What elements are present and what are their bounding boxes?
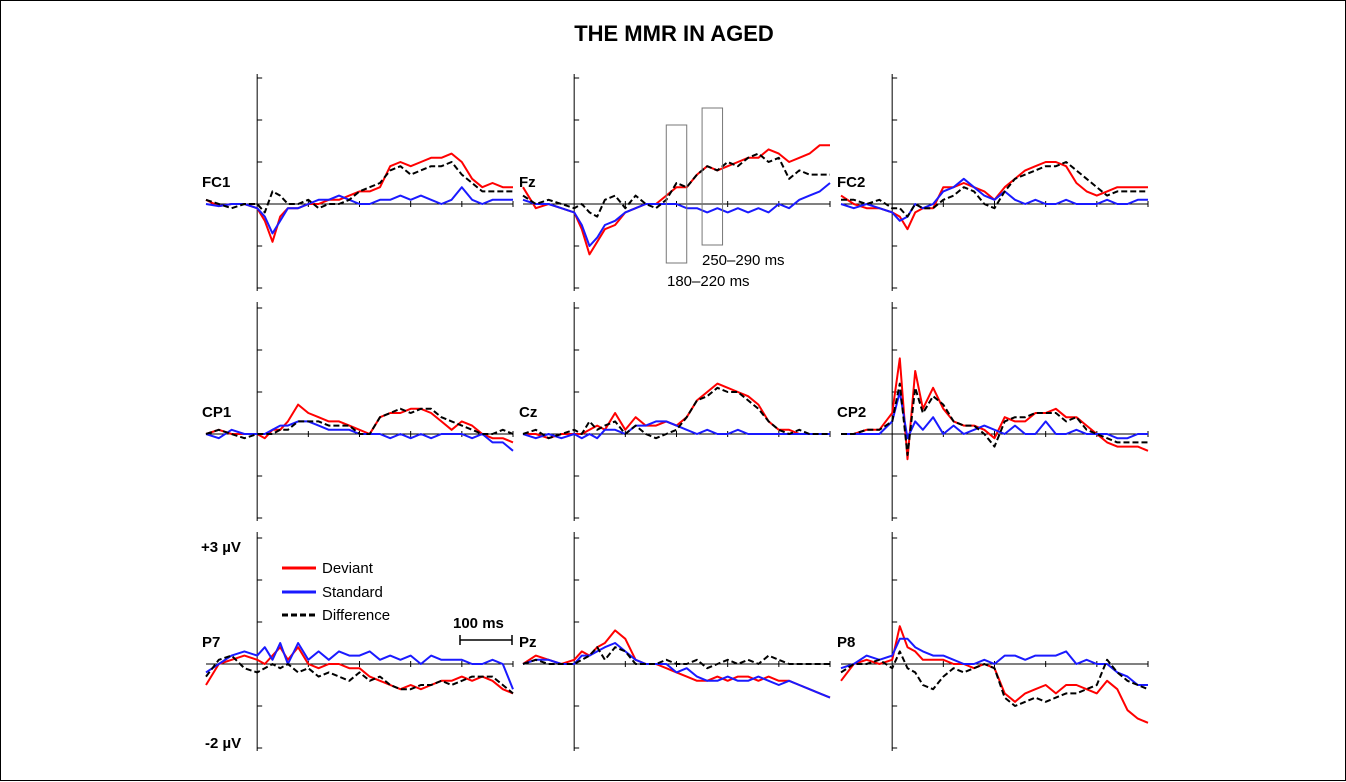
electrode-label-fz: Fz xyxy=(519,174,536,191)
legend-label-standard: Standard xyxy=(322,584,383,601)
series-difference-cp2 xyxy=(841,382,1148,456)
window-label-1: 180–220 ms xyxy=(667,273,750,290)
series-difference-cz xyxy=(522,386,830,440)
series-difference-cp1 xyxy=(205,407,514,440)
series-standard-pz xyxy=(522,642,831,699)
chart-title: THE MMR IN AGED xyxy=(574,21,774,46)
electrode-label-fc1: FC1 xyxy=(202,174,230,191)
series-standard-fc2 xyxy=(840,177,1148,222)
series-difference-p7 xyxy=(205,654,514,695)
series-difference-fc2 xyxy=(841,161,1148,218)
time-scale-label: 100 ms xyxy=(453,615,504,632)
legend-label-deviant: Deviant xyxy=(322,560,374,577)
series-standard-p7 xyxy=(205,642,514,690)
series-deviant-fc2 xyxy=(840,161,1148,231)
electrode-label-p8: P8 xyxy=(837,634,855,651)
electrode-label-fc2: FC2 xyxy=(837,174,865,191)
scale-positive-label: +3 µV xyxy=(201,539,241,556)
series-standard-fc1 xyxy=(205,186,513,235)
legend-label-difference: Difference xyxy=(322,607,390,624)
electrode-label-cp2: CP2 xyxy=(837,404,866,421)
series-standard-p8 xyxy=(840,637,1148,686)
scale-negative-label: -2 µV xyxy=(205,735,241,752)
series-difference-fc1 xyxy=(205,161,513,214)
series-standard-cz xyxy=(522,420,830,440)
series-deviant-cz xyxy=(523,382,830,440)
electrode-label-cz: Cz xyxy=(519,404,537,421)
window-box-1 xyxy=(665,124,688,264)
series-deviant-fc1 xyxy=(205,152,513,243)
electrode-label-cp1: CP1 xyxy=(202,404,231,421)
window-label-2: 250–290 ms xyxy=(702,252,785,269)
series-deviant-cp1 xyxy=(205,403,514,444)
series-difference-fz xyxy=(522,152,830,218)
series-deviant-p7 xyxy=(205,646,514,695)
series-standard-fz xyxy=(522,182,831,247)
series-difference-p8 xyxy=(840,650,1149,707)
electrode-label-p7: P7 xyxy=(202,634,220,651)
window-box-2 xyxy=(701,107,724,246)
electrode-label-pz: Pz xyxy=(519,634,537,651)
series-deviant-fz xyxy=(522,144,830,256)
series-difference-pz xyxy=(522,646,830,670)
